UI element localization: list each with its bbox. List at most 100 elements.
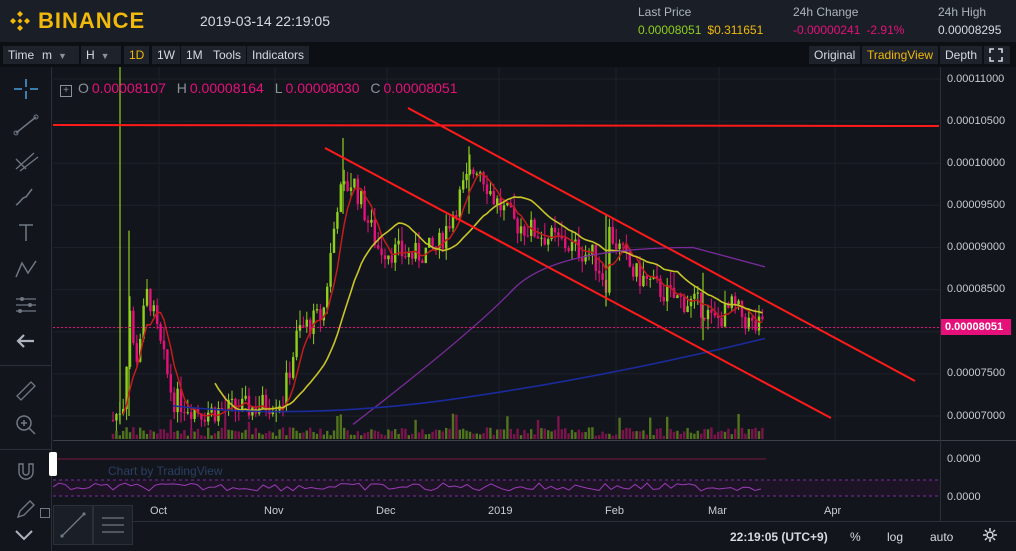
candle-body xyxy=(353,178,356,188)
candle-body xyxy=(122,409,125,414)
volume-bar xyxy=(288,427,291,439)
brush-icon[interactable] xyxy=(12,185,40,209)
candle-body xyxy=(686,306,689,313)
crosshair-icon[interactable] xyxy=(12,77,40,101)
prediction-tool-icon[interactable] xyxy=(12,293,40,317)
volume-bar xyxy=(302,432,305,439)
candle-body xyxy=(162,340,166,350)
candle-body xyxy=(751,317,754,321)
volume-bar xyxy=(261,434,264,439)
candle-body xyxy=(244,395,247,399)
current-price-tag: 0.00008051 xyxy=(941,319,1011,335)
volume-bar xyxy=(326,430,329,439)
candle-body xyxy=(601,273,604,280)
minutes-dropdown[interactable]: m ▼ xyxy=(37,46,79,64)
volume-bar xyxy=(275,435,278,439)
open-label: O xyxy=(78,80,89,96)
volume-bar xyxy=(666,416,669,439)
price-chart[interactable] xyxy=(52,0,940,527)
candle-body xyxy=(196,408,200,414)
volume-bar xyxy=(315,433,319,439)
auto-scale-toggle[interactable]: auto xyxy=(930,530,954,544)
volume-bar xyxy=(329,435,332,439)
text-tool-icon[interactable] xyxy=(12,221,40,245)
volume-bar xyxy=(734,428,737,439)
time-label: Apr xyxy=(824,505,842,517)
depth-button[interactable]: Depth xyxy=(940,46,983,64)
volume-bar xyxy=(683,431,686,439)
candle-body xyxy=(176,388,179,413)
checkbox-toggle[interactable] xyxy=(40,508,50,518)
volume-bar xyxy=(247,421,251,439)
volume-bar xyxy=(526,433,529,439)
volume-bar xyxy=(727,428,730,439)
pane-resize-handle[interactable] xyxy=(49,452,57,476)
bar-chart-style-button[interactable] xyxy=(93,505,133,545)
volume-bar xyxy=(489,427,492,439)
candle-body xyxy=(679,295,682,297)
candle-body xyxy=(159,324,162,341)
volume-bar xyxy=(411,433,414,439)
volume-bar xyxy=(298,432,302,439)
volume-bar xyxy=(553,429,557,439)
volume-bar xyxy=(509,428,512,439)
candle-body xyxy=(445,226,448,249)
volume-bar xyxy=(717,431,720,439)
chart-canvas[interactable] xyxy=(52,0,940,527)
volume-bar xyxy=(125,427,128,439)
binance-logo[interactable]: BINANCE xyxy=(8,8,145,34)
line-chart-style-button[interactable] xyxy=(53,505,93,545)
gear-icon[interactable] xyxy=(983,528,997,542)
time-axis[interactable]: Oct Nov Dec 2019 Feb Mar Apr xyxy=(53,505,940,521)
volume-bar xyxy=(679,433,682,439)
volume-bar xyxy=(234,431,237,439)
zoom-in-icon[interactable] xyxy=(12,413,40,437)
chevron-down-icon[interactable] xyxy=(10,523,38,547)
trend-line-icon[interactable] xyxy=(12,113,40,137)
volume-bar xyxy=(292,427,295,439)
candle-body xyxy=(264,394,268,411)
fullscreen-button[interactable] xyxy=(984,46,1010,64)
ruler-icon[interactable] xyxy=(12,377,40,401)
candle-body xyxy=(343,181,346,185)
volume-bar xyxy=(723,431,727,439)
interval-1w-button[interactable]: 1W xyxy=(152,46,180,64)
high-value: 0.00008295 xyxy=(938,23,1002,37)
hours-label: H xyxy=(86,48,95,62)
log-scale-toggle[interactable]: log xyxy=(887,530,904,544)
magnet-icon[interactable] xyxy=(12,460,40,484)
volume-bar xyxy=(706,429,710,439)
candle-body xyxy=(411,252,414,259)
volume-bar xyxy=(203,435,206,439)
candle-body xyxy=(587,254,591,256)
candle-body xyxy=(547,239,550,245)
volume-bar xyxy=(591,427,594,439)
volume-bar xyxy=(132,427,135,439)
pattern-tool-icon[interactable] xyxy=(12,257,40,281)
tools-button[interactable]: Tools xyxy=(208,46,247,64)
price-axis[interactable]: 0.00011000 0.00010500 0.00010000 0.00009… xyxy=(940,67,1016,551)
indicator-band xyxy=(53,480,940,496)
tradingview-button[interactable]: TradingView xyxy=(862,46,939,64)
candle-body xyxy=(305,319,308,327)
original-view-button[interactable]: Original xyxy=(809,46,861,64)
candle-body xyxy=(173,392,176,413)
collapse-legend-icon[interactable]: + xyxy=(60,85,72,97)
pencil-icon[interactable] xyxy=(12,497,40,521)
arrow-left-icon[interactable] xyxy=(12,329,40,353)
volume-bar xyxy=(244,429,247,439)
horizontal-resistance-line xyxy=(52,124,940,127)
volume-bar xyxy=(533,434,536,439)
interval-1d-button[interactable]: 1D xyxy=(124,46,150,64)
volume-bar xyxy=(652,435,655,439)
volume-bar xyxy=(696,430,699,439)
hours-dropdown[interactable]: H ▼ xyxy=(81,46,121,64)
candle-body xyxy=(142,305,145,339)
candle-body xyxy=(632,266,635,277)
volume-bar xyxy=(145,433,149,439)
time-button[interactable]: Time xyxy=(3,46,40,64)
fib-tool-icon[interactable] xyxy=(12,149,40,173)
indicators-button[interactable]: Indicators xyxy=(247,46,310,64)
interval-1m-button[interactable]: 1M xyxy=(181,46,208,64)
percent-scale-toggle[interactable]: % xyxy=(850,530,861,544)
